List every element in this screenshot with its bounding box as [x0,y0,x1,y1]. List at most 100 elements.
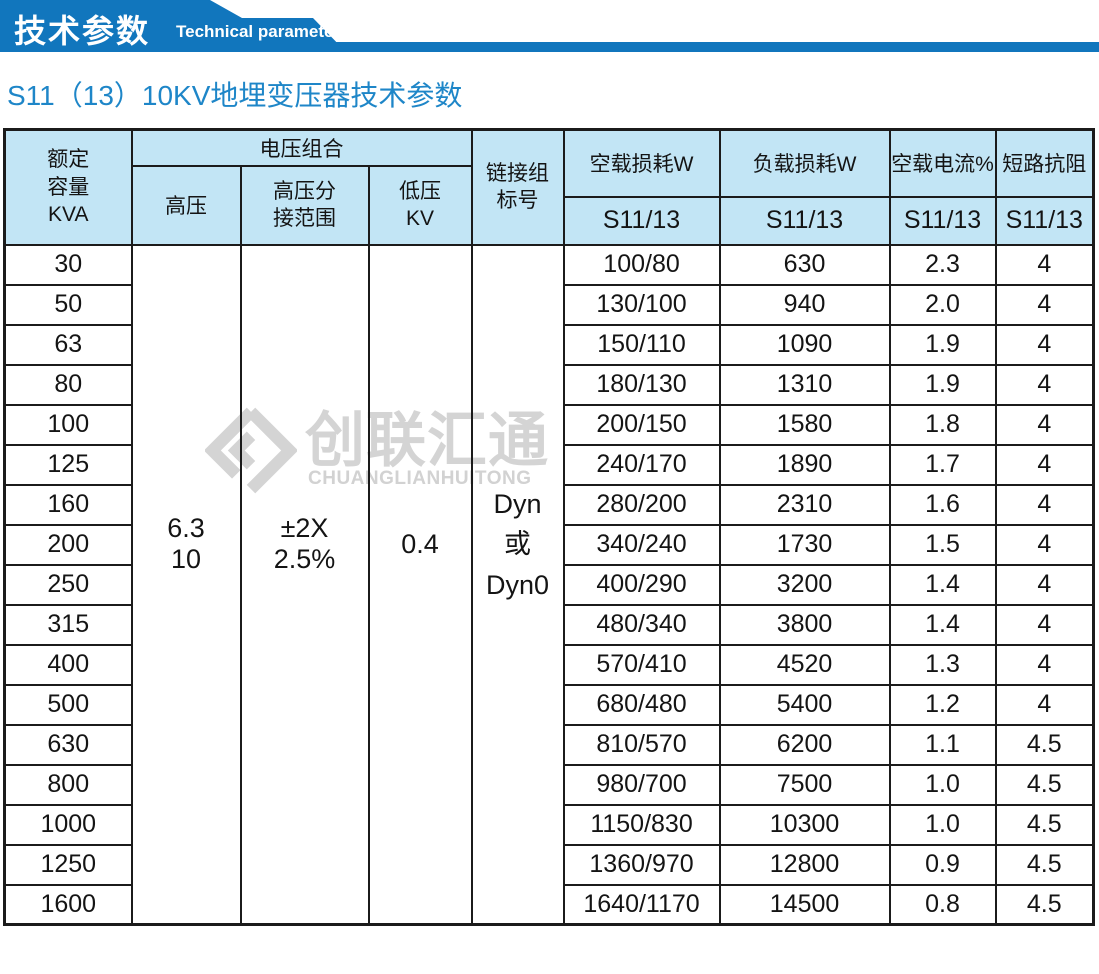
cell-impedance: 4 [994,243,1095,286]
cell-kva: 63 [3,323,133,366]
cell-load-loss: 7500 [718,763,891,806]
cell-noload-current: 1.4 [888,563,997,606]
cell-load-loss: 12800 [718,843,891,886]
cell-load-loss: 940 [718,283,891,326]
cell-load-loss: 4520 [718,643,891,686]
cell-noload-loss: 480/340 [562,603,721,646]
cell-noload-loss: 1640/1170 [562,883,721,926]
cell-noload-current: 1.0 [888,803,997,846]
cell-noload-loss: 1360/970 [562,843,721,886]
table-row: 80 180/130 1310 1.9 4 [3,363,1095,406]
cell-tap-merged: ±2X 2.5% [239,243,370,926]
header-row-1: 额定 容量 KVA 电压组合 链接组 标号 空载损耗W 负载损耗W 空载电流% … [3,128,1095,246]
table-row: 200 340/240 1730 1.5 4 [3,523,1095,566]
cell-impedance: 4 [994,683,1095,726]
cell-noload-loss: 180/130 [562,363,721,406]
cell-impedance: 4 [994,603,1095,646]
cell-kva: 160 [3,483,133,526]
header-load-loss: 负载损耗W [718,128,891,198]
cell-load-loss: 5400 [718,683,891,726]
cell-impedance: 4 [994,443,1095,486]
cell-noload-current: 1.9 [888,323,997,366]
header-voltage-group: 电压组合 [130,128,473,167]
cell-noload-current: 2.0 [888,283,997,326]
table-row: 400 570/410 4520 1.3 4 [3,643,1095,686]
cell-lv-merged: 0.4 [367,243,473,926]
cell-noload-current: 1.6 [888,483,997,526]
cell-noload-current: 0.9 [888,843,997,886]
cell-kva: 1250 [3,843,133,886]
header-model-noload: S11/13 [562,195,721,246]
cell-impedance: 4 [994,483,1095,526]
header-model-current: S11/13 [888,195,997,246]
table-row: 160 280/200 2310 1.6 4 [3,483,1095,526]
cell-noload-loss: 130/100 [562,283,721,326]
cell-impedance: 4 [994,283,1095,326]
cell-hv-merged: 6.3 10 [130,243,242,926]
cell-load-loss: 1580 [718,403,891,446]
cell-kva: 400 [3,643,133,686]
table-row: 250 400/290 3200 1.4 4 [3,563,1095,606]
cell-noload-loss: 1150/830 [562,803,721,846]
header-rated-capacity: 额定 容量 KVA [3,128,133,246]
cell-impedance: 4 [994,523,1095,566]
table-body: 30 6.3 10 ±2X 2.5% 0.4 [3,243,1095,926]
table-row: 30 6.3 10 ±2X 2.5% 0.4 [3,243,1095,926]
header-row-2: 高压 高压分 接范围 低压 KV [5,164,1094,246]
cell-load-loss: 1090 [718,323,891,366]
cell-noload-current: 2.3 [888,243,997,286]
table-row: 1600 1640/1170 14500 0.8 4.5 [3,883,1095,926]
cell-noload-loss: 150/110 [562,323,721,366]
header-noload-loss: 空载损耗W [562,128,721,198]
cell-impedance: 4.5 [994,723,1095,766]
header-hv: 高压 [130,164,242,246]
table-row: 100 200/150 1580 1.8 4 [3,403,1095,446]
cell-kva: 1600 [3,883,133,926]
header-model-impedance: S11/13 [994,195,1095,246]
cell-noload-current: 1.4 [888,603,997,646]
cell-noload-current: 1.0 [888,763,997,806]
header-lv: 低压 KV [367,164,473,246]
cell-kva: 630 [3,723,133,766]
cell-load-loss: 1890 [718,443,891,486]
banner-title: 技术参数 [14,13,151,49]
table-row: 315 480/340 3800 1.4 4 [3,603,1095,646]
cell-noload-loss: 980/700 [562,763,721,806]
cell-noload-current: 1.8 [888,403,997,446]
cell-noload-current: 0.8 [888,883,997,926]
cell-kva: 1000 [3,803,133,846]
table-row: 500 680/480 5400 1.2 4 [3,683,1095,726]
cell-noload-loss: 680/480 [562,683,721,726]
cell-noload-loss: 400/290 [562,563,721,606]
cell-noload-loss: 340/240 [562,523,721,566]
cell-noload-loss: 570/410 [562,643,721,686]
cell-load-loss: 6200 [718,723,891,766]
cell-load-loss: 14500 [718,883,891,926]
cell-impedance: 4.5 [994,763,1095,806]
cell-noload-loss: 280/200 [562,483,721,526]
table-row: 125 240/170 1890 1.7 4 [3,443,1095,486]
cell-kva: 30 [3,243,133,286]
cell-impedance: 4 [994,643,1095,686]
cell-noload-current: 1.2 [888,683,997,726]
cell-load-loss: 630 [718,243,891,286]
page-title: S11（13）10KV地埋变压器技术参数 [7,80,463,111]
cell-noload-current: 1.7 [888,443,997,486]
table-head: 额定 容量 KVA 电压组合 链接组 标号 空载损耗W 负载损耗W 空载电流% … [3,128,1095,246]
cell-kva: 250 [3,563,133,606]
cell-noload-loss: 240/170 [562,443,721,486]
cell-load-loss: 3800 [718,603,891,646]
cell-noload-loss: 810/570 [562,723,721,766]
table-row: 1250 1360/970 12800 0.9 4.5 [3,843,1095,886]
banner-ribbon [0,42,1099,52]
cell-kva: 500 [3,683,133,726]
cell-kva: 125 [3,443,133,486]
banner-subtitle: Technical parameter [176,22,341,41]
cell-load-loss: 2310 [718,483,891,526]
parameters-table: 额定 容量 KVA 电压组合 链接组 标号 空载损耗W 负载损耗W 空载电流% … [3,128,1096,926]
cell-noload-current: 1.5 [888,523,997,566]
cell-impedance: 4 [994,563,1095,606]
cell-load-loss: 3200 [718,563,891,606]
cell-kva: 50 [3,283,133,326]
